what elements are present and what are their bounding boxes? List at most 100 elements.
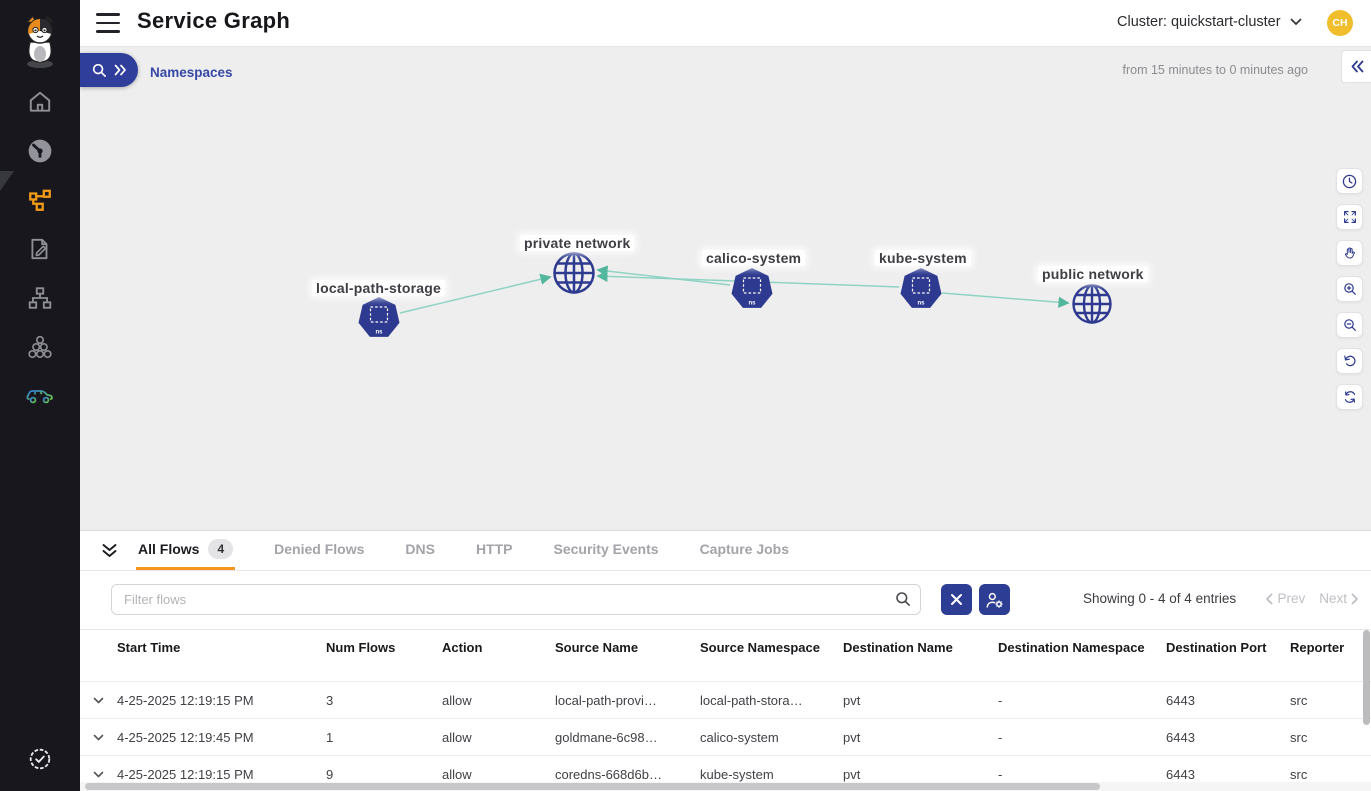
node-label-public-network[interactable]: public network — [1038, 266, 1148, 282]
table-row[interactable]: 4-25-2025 12:19:15 PM 9 allow coredns-66… — [80, 755, 1371, 791]
hand-icon — [1342, 245, 1358, 261]
time-range-label: from 15 minutes to 0 minutes ago — [1122, 63, 1308, 77]
node-label-local-path-storage[interactable]: local-path-storage — [312, 280, 445, 296]
menu-toggle-button[interactable] — [96, 13, 120, 33]
tab-denied-flows[interactable]: Denied Flows — [272, 531, 366, 570]
user-gear-icon — [985, 591, 1004, 609]
service-graph-canvas[interactable]: Namespaces from 15 minutes to 0 minutes … — [80, 47, 1371, 530]
node-public-network[interactable] — [1072, 284, 1112, 324]
horizontal-scrollbar[interactable] — [85, 783, 1100, 790]
graph-search-pill[interactable] — [80, 53, 138, 87]
gauge-icon — [27, 138, 53, 164]
avatar[interactable]: CH — [1327, 10, 1353, 36]
tab-all-flows[interactable]: All Flows 4 — [136, 531, 236, 570]
row-expand-button[interactable] — [80, 734, 117, 741]
sidebar-item-home[interactable] — [26, 88, 54, 116]
node-label-private-network[interactable]: private network — [520, 235, 635, 251]
refresh-button[interactable] — [1336, 384, 1363, 410]
table-row[interactable]: 4-25-2025 12:19:15 PM 3 allow local-path… — [80, 681, 1371, 718]
col-reporter[interactable]: Reporter — [1290, 640, 1345, 655]
next-page-button[interactable]: Next — [1319, 591, 1359, 606]
cell-destination-port: 6443 — [1166, 729, 1195, 745]
node-local-path-storage[interactable]: ns — [358, 297, 400, 337]
cell-source-namespace: kube-system — [700, 766, 774, 782]
pager: Prev Next — [1265, 591, 1359, 606]
pan-button[interactable] — [1336, 240, 1363, 266]
cell-source-name: local-path-provi… — [555, 692, 657, 708]
vertical-scrollbar[interactable] — [1363, 630, 1370, 725]
col-destination-namespace[interactable]: Destination Namespace — [998, 640, 1145, 655]
column-settings-button[interactable] — [979, 584, 1010, 615]
graph-edges-and-nodes: ns ns ns — [358, 252, 1112, 337]
cell-destination-port: 6443 — [1166, 766, 1195, 782]
node-label-calico-system[interactable]: calico-system — [702, 250, 806, 266]
panel-collapse-button[interactable] — [96, 531, 122, 570]
tab-security-events[interactable]: Security Events — [552, 531, 661, 570]
node-kube-system[interactable]: ns — [900, 268, 942, 308]
cell-source-namespace: local-path-stora… — [700, 692, 803, 708]
cluster-dropdown-label: Cluster: quickstart-cluster — [1117, 14, 1281, 30]
tab-label: Security Events — [553, 541, 659, 557]
fit-to-screen-button[interactable] — [1336, 204, 1363, 230]
row-expand-button[interactable] — [80, 771, 117, 778]
sidebar-item-clusters[interactable] — [26, 333, 54, 361]
cell-reporter: src — [1290, 729, 1308, 745]
col-destination-port[interactable]: Destination Port — [1166, 640, 1267, 655]
chevron-double-down-icon — [101, 543, 118, 559]
chevron-double-left-icon — [1350, 60, 1364, 73]
sidebar-item-service-graph[interactable] — [26, 186, 54, 214]
time-settings-button[interactable] — [1336, 168, 1363, 194]
node-private-network[interactable] — [553, 252, 595, 294]
sidebar-item-whisker[interactable] — [26, 382, 54, 410]
sidebar-item-policies[interactable] — [26, 235, 54, 263]
sidebar-nav — [0, 88, 80, 410]
undo-layout-button[interactable] — [1336, 348, 1363, 374]
tab-dns[interactable]: DNS — [403, 531, 437, 570]
home-icon — [27, 89, 53, 115]
clear-filter-button[interactable] — [941, 584, 972, 615]
cell-source-name: coredns-668d6b… — [555, 766, 662, 782]
col-destination-name[interactable]: Destination Name — [843, 640, 953, 655]
sidebar-item-compliance[interactable] — [26, 745, 54, 773]
tab-label: DNS — [405, 541, 435, 557]
col-action[interactable]: Action — [442, 640, 483, 655]
col-num-flows[interactable]: Num Flows — [326, 640, 396, 655]
cell-reporter: src — [1290, 766, 1308, 782]
tab-capture-jobs[interactable]: Capture Jobs — [698, 531, 791, 570]
breadcrumb[interactable]: Namespaces — [150, 65, 233, 80]
node-label-kube-system[interactable]: kube-system — [875, 250, 971, 266]
cell-source-name: goldmane-6c98… — [555, 729, 658, 745]
row-expand-button[interactable] — [80, 697, 117, 704]
header-spacer — [80, 630, 117, 681]
cluster-dropdown[interactable]: Cluster: quickstart-cluster — [1117, 14, 1302, 30]
col-source-name[interactable]: Source Name — [555, 640, 639, 655]
zoom-in-icon — [1342, 281, 1358, 297]
clock-icon — [1341, 173, 1358, 190]
flows-table: Start Time Num Flows Action Source Name … — [80, 629, 1371, 791]
filter-flows-input[interactable] — [111, 584, 921, 615]
zoom-out-button[interactable] — [1336, 312, 1363, 338]
cell-destination-namespace: - — [998, 692, 1003, 708]
all-flows-count-badge: 4 — [208, 539, 234, 559]
cell-destination-namespace: - — [998, 729, 1003, 745]
svg-text:ns: ns — [748, 301, 756, 307]
sidebar-item-dashboard[interactable] — [26, 137, 54, 165]
svg-text:ns: ns — [917, 301, 925, 307]
prev-page-button[interactable]: Prev — [1265, 591, 1305, 606]
close-icon — [950, 593, 963, 606]
cell-reporter: src — [1290, 692, 1308, 708]
zoom-in-button[interactable] — [1336, 276, 1363, 302]
col-source-namespace[interactable]: Source Namespace — [700, 640, 820, 655]
flows-panel: All Flows 4 Denied Flows DNS HTTP Securi… — [80, 530, 1371, 791]
zoom-out-icon — [1342, 317, 1358, 333]
sidebar-active-notch — [0, 171, 14, 191]
node-calico-system[interactable]: ns — [731, 268, 773, 308]
cell-destination-name: pvt — [843, 729, 861, 745]
table-row[interactable]: 4-25-2025 12:19:45 PM 1 allow goldmane-6… — [80, 718, 1371, 755]
sidebar-item-network[interactable] — [26, 284, 54, 312]
calico-cat-logo[interactable] — [17, 14, 63, 70]
col-start-time[interactable]: Start Time — [117, 640, 181, 655]
expand-icon — [1342, 209, 1358, 225]
tab-http[interactable]: HTTP — [474, 531, 515, 570]
right-panel-toggle[interactable] — [1341, 50, 1371, 83]
